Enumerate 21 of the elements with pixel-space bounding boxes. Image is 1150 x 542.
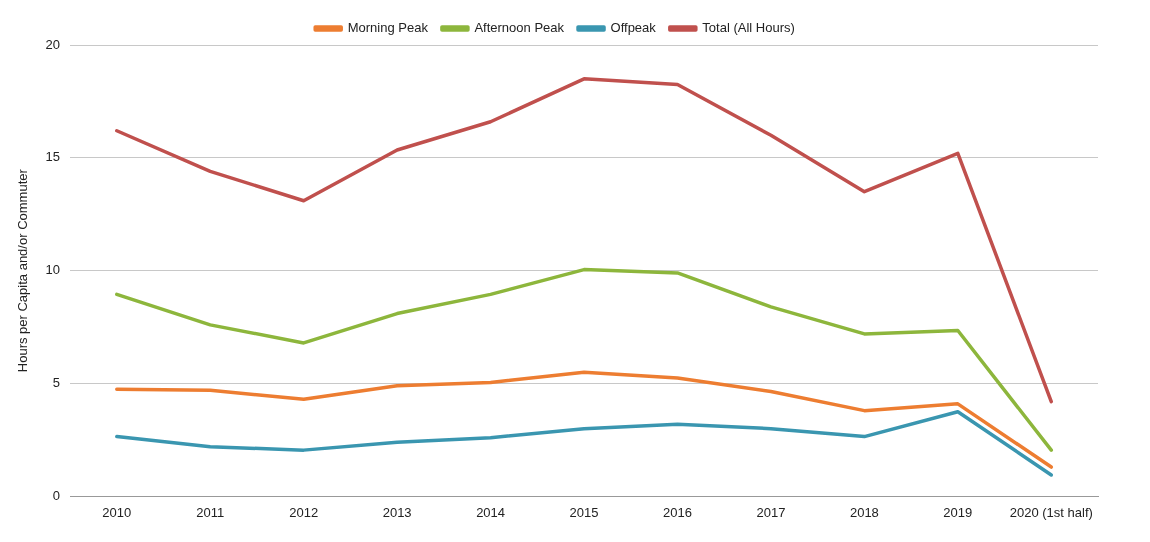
legend-label: Offpeak (610, 20, 657, 36)
y-tick-label: 5 (52, 375, 61, 391)
x-tick-label: 2013 (382, 504, 412, 520)
x-tick-label: 2017 (756, 504, 786, 520)
legend-label: Afternoon Peak (474, 20, 565, 36)
x-tick-label: 2016 (663, 504, 692, 520)
x-tick-label: 2010 (102, 504, 132, 520)
y-tick-label: 0 (52, 487, 61, 503)
x-tick-label: 2015 (569, 504, 599, 520)
legend-label: Morning Peak (347, 20, 429, 36)
x-tick-label: 2019 (943, 504, 973, 520)
y-tick-label: 20 (45, 36, 61, 52)
x-tick-label: 2020 (1st half) (1009, 504, 1093, 520)
y-tick-label: 15 (45, 149, 61, 165)
x-tick-label: 2018 (849, 504, 879, 520)
y-axis-title: Hours per Capita and/or Commuter (15, 168, 31, 373)
x-tick-label: 2014 (476, 504, 506, 520)
x-tick-label: 2011 (196, 504, 225, 520)
legend-label: Total (All Hours) (702, 20, 795, 36)
x-tick-label: 2012 (289, 504, 319, 520)
y-tick-label: 10 (45, 262, 61, 278)
